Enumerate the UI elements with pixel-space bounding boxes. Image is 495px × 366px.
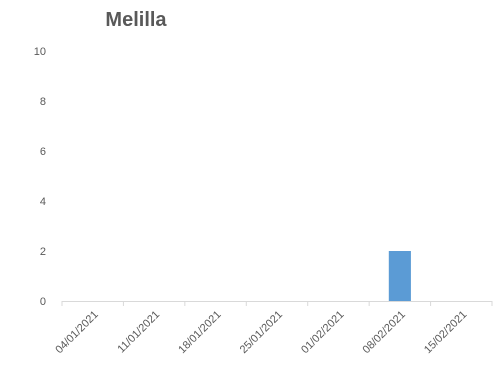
y-tick-label: 10 bbox=[34, 46, 46, 58]
x-tick-label: 08/02/2021 bbox=[361, 309, 408, 356]
x-tick-label: 04/01/2021 bbox=[53, 309, 100, 356]
y-tick-label: 6 bbox=[40, 146, 46, 158]
y-axis-tick-labels: 0 2 4 6 8 10 bbox=[34, 46, 46, 308]
x-axis-ticks bbox=[61, 301, 493, 306]
x-tick-label: 25/01/2021 bbox=[238, 309, 285, 356]
x-tick-label: 15/02/2021 bbox=[422, 309, 469, 356]
x-axis-tick-labels: 04/01/2021 11/01/2021 18/01/2021 25/01/2021… bbox=[53, 309, 469, 356]
x-tick-label: 18/01/2021 bbox=[176, 309, 223, 356]
y-tick-label: 2 bbox=[40, 246, 46, 258]
y-tick-label: 4 bbox=[40, 196, 46, 208]
x-tick-label: 11/01/2021 bbox=[115, 309, 162, 356]
chart-title: Melilla bbox=[105, 9, 167, 31]
y-tick-label: 0 bbox=[40, 296, 46, 308]
bar bbox=[388, 251, 411, 301]
x-tick-label: 01/02/2021 bbox=[299, 309, 346, 356]
bars bbox=[388, 251, 411, 301]
y-tick-label: 8 bbox=[40, 96, 46, 108]
